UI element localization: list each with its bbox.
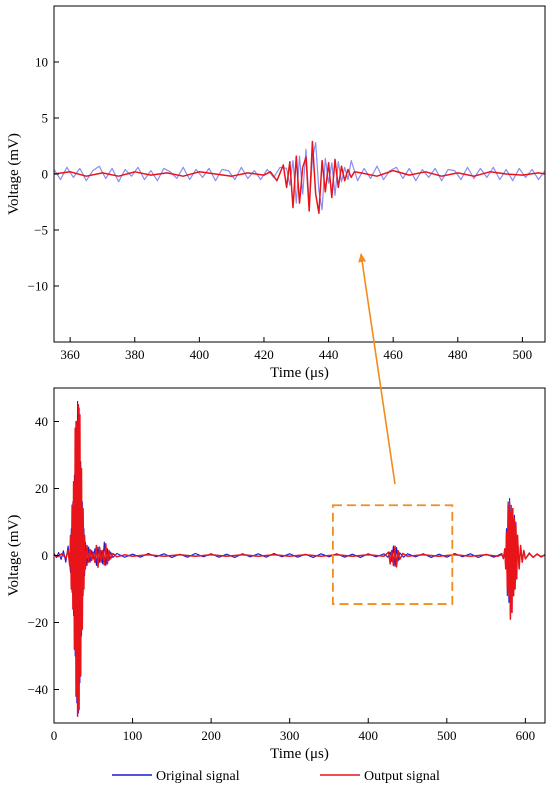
series-output-line	[54, 404, 545, 718]
y-tick-label: −10	[28, 279, 48, 294]
x-tick-label: 400	[358, 728, 378, 743]
x-axis-title: Time (μs)	[270, 365, 329, 381]
y-tick-label: 0	[42, 167, 49, 182]
y-axis-title: Voltage (mV)	[6, 133, 22, 215]
x-tick-label: 440	[319, 347, 339, 362]
y-tick-label: 20	[35, 481, 48, 496]
x-tick-label: 500	[437, 728, 457, 743]
x-tick-label: 480	[448, 347, 468, 362]
zoom-box	[331, 504, 454, 605]
x-tick-label: 100	[123, 728, 143, 743]
x-tick-label: 420	[254, 347, 274, 362]
x-tick-label: 360	[60, 347, 80, 362]
x-tick-label: 380	[125, 347, 145, 362]
x-tick-label: 200	[201, 728, 221, 743]
y-tick-label: 0	[42, 548, 49, 563]
x-tick-label: 400	[190, 347, 210, 362]
zoom-panel: 360 380 400 420 440 460 480 500 −10 −5 0 5 10 Time (μ…	[6, 5, 546, 381]
legend: Original signal Output signal	[112, 769, 440, 784]
x-tick-label: 600	[516, 728, 536, 743]
x-tick-label: 0	[51, 728, 58, 743]
zoom-annotation	[331, 253, 454, 605]
x-tick-label: 500	[513, 347, 533, 362]
series-output-line	[54, 140, 545, 214]
full-panel: 0 100 200 300 400 500 600 −40 −20 0 20 40 Time (μs) V…	[6, 387, 546, 762]
x-tick-label: 300	[280, 728, 300, 743]
y-tick-label: 40	[35, 414, 48, 429]
y-tick-label: 5	[42, 111, 49, 126]
zoom-arrow	[358, 253, 396, 485]
y-tick-label: 10	[35, 55, 48, 70]
y-axis-title: Voltage (mV)	[6, 515, 22, 597]
series-original-line	[54, 400, 545, 714]
y-tick-label: −5	[34, 223, 48, 238]
y-tick-label: −40	[28, 682, 48, 697]
y-tick-label: −20	[28, 615, 48, 630]
x-tick-label: 460	[383, 347, 403, 362]
legend-label-output: Output signal	[364, 769, 440, 784]
x-axis-title: Time (μs)	[270, 746, 329, 762]
legend-label-original: Original signal	[156, 769, 240, 784]
